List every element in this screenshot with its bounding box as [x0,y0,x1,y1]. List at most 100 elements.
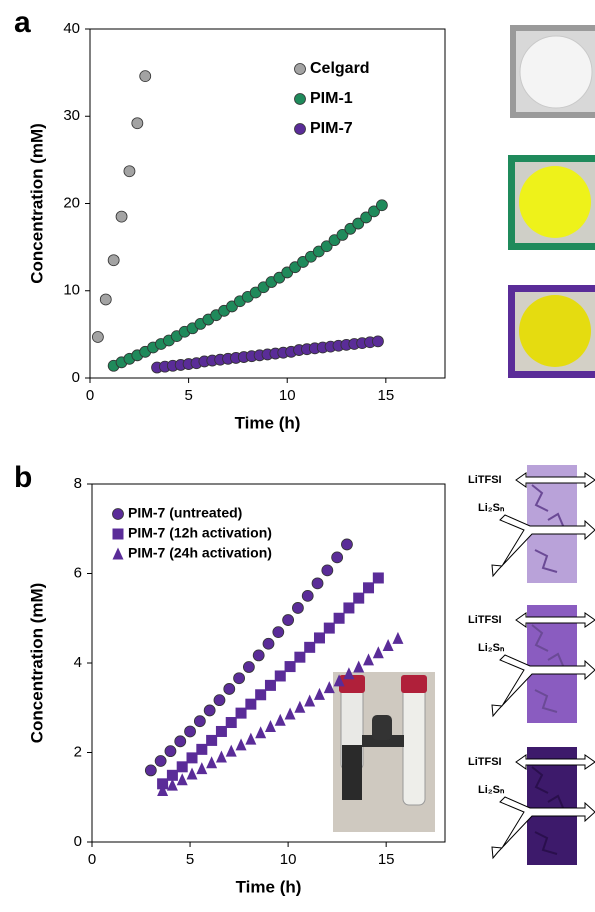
y-tick-label: 30 [63,107,80,124]
schematics: LiTFSI Li₂Sₙ LiTFSI Li₂Sₙ LiTFSI Li₂Sₙ [468,465,595,865]
marker-circle [144,764,157,777]
marker-circle [375,199,388,212]
membrane [527,465,577,583]
marker-circle [252,649,265,662]
marker-triangle [372,646,384,659]
y-tick-label: 0 [74,833,82,850]
marker-circle [294,63,306,75]
y-axis-label: Concentration (mM) [27,123,46,284]
marker-circle [368,205,380,218]
marker-square [294,651,306,663]
marker-square [304,641,316,653]
arrow-salt [515,472,595,488]
y-axis-label: Concentration (mM) [27,583,46,744]
marker-square [166,769,178,781]
marker-square [353,592,365,604]
marker-triangle [225,744,237,757]
y-tick-label: 4 [74,654,82,671]
marker-square [255,689,267,701]
marker-circle [193,715,206,728]
marker-square [225,717,237,729]
marker-triangle [392,631,404,644]
polysulfide-label: Li₂Sₙ [478,784,505,796]
marker-triangle [294,700,306,713]
marker-square [157,778,169,790]
marker-triangle [323,681,335,694]
marker-triangle [235,738,247,751]
marker-circle [203,704,216,717]
marker-circle [352,217,365,230]
marker-triangle [284,707,296,720]
marker-circle [320,240,333,253]
y-tick-label: 20 [63,194,80,211]
marker-triangle [382,639,394,652]
x-tick-label: 5 [186,851,194,868]
x-axis-label: Time (h) [235,413,301,432]
marker-circle [223,683,236,695]
marker-circle [282,614,295,626]
x-tick-label: 0 [88,851,96,868]
marker-circle [294,93,306,105]
y-tick-label: 8 [74,475,82,492]
legend-label: PIM-7 (untreated) [128,505,242,521]
marker-circle [341,538,353,551]
legend-label: PIM-7 (12h activation) [128,525,272,541]
marker-triangle [333,674,345,687]
legend-label: Celgard [310,60,370,77]
marker-square [284,661,296,673]
arrow-polysulfide [491,654,595,718]
marker-circle [336,229,349,241]
y-tick-label: 6 [74,564,82,581]
marker-circle [301,589,314,602]
clamp [362,735,404,747]
marker-triangle [274,713,286,726]
marker-triangle [196,762,208,775]
x-axis-label: Time (h) [236,877,302,896]
marker-triangle [353,660,365,673]
marker-circle [242,661,255,673]
vial [402,679,426,806]
salt-label: LiTFSI [468,614,502,626]
marker-circle [360,211,373,224]
x-tick-label: 10 [280,851,297,868]
marker-circle [311,577,324,590]
polysulfide-label: Li₂Sₙ [478,502,505,514]
marker-circle [91,331,104,343]
marker-triangle [264,720,276,733]
marker-triangle [245,732,257,745]
marker-square [196,743,208,755]
marker-circle [123,165,136,178]
panel-label: a [14,6,31,39]
marker-square [323,622,335,634]
marker-circle [292,602,304,614]
marker-circle [184,725,196,738]
marker-square [372,572,384,584]
marker-triangle [363,653,375,666]
marker-circle [99,293,112,306]
arrow-salt [515,612,595,628]
marker-circle [164,745,177,758]
legend-label: PIM-7 (24h activation) [128,545,272,561]
marker-square [235,707,247,719]
marker-circle [112,508,124,520]
marker-square [363,582,375,594]
marker-circle [331,551,344,564]
marker-triangle [215,750,227,763]
x-tick-label: 10 [279,387,296,404]
marker-circle [107,254,120,267]
marker-circle [174,735,187,748]
marker-square [333,612,345,624]
marker-circle [233,672,245,685]
marker-square [176,761,188,773]
marker-circle [139,70,152,83]
legend-label: PIM-1 [310,90,353,107]
y-tick-label: 2 [74,743,82,760]
marker-triangle [166,778,178,791]
x-tick-label: 0 [86,387,94,404]
legend-label: PIM-7 [310,120,353,137]
disc [519,166,591,238]
x-tick-label: 15 [378,851,395,868]
x-tick-label: 5 [184,387,192,404]
marker-square [186,752,198,764]
